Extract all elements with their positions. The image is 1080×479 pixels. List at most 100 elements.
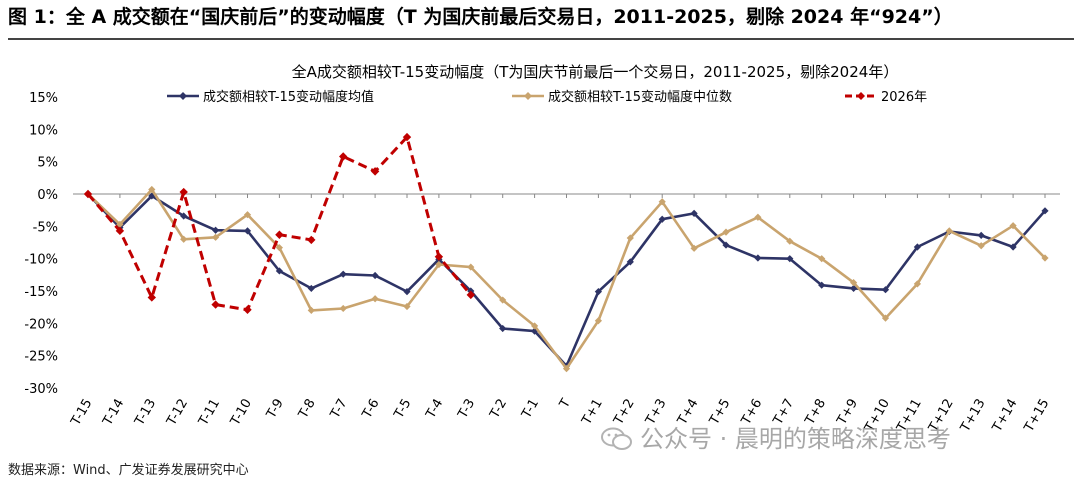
data-point xyxy=(115,226,125,236)
legend-marker xyxy=(524,92,532,100)
data-point xyxy=(211,300,220,309)
y-tick-label: 0% xyxy=(37,188,58,203)
x-tick-label: T+14 xyxy=(989,397,1020,436)
legend-marker xyxy=(179,92,187,100)
data-point xyxy=(1009,222,1017,230)
data-point xyxy=(913,243,921,251)
data-point xyxy=(658,198,666,206)
data-point xyxy=(275,230,284,239)
data-point xyxy=(275,244,283,252)
x-tick-label: T-11 xyxy=(196,397,223,430)
data-point xyxy=(466,290,475,300)
data-point xyxy=(690,209,698,217)
series-line xyxy=(87,193,1046,368)
x-tick-label: T-8 xyxy=(295,397,318,422)
x-tick-label: T+15 xyxy=(1021,397,1052,436)
chart-title: 全A成交额相较T-15变动幅度（T为国庆节前最后一个交易日，2011-2025，… xyxy=(292,63,899,81)
data-point xyxy=(531,327,539,335)
series-1 xyxy=(84,190,1049,370)
data-point xyxy=(977,231,985,239)
legend-item-1: 成交额相较T-15变动幅度均值 xyxy=(167,89,374,105)
y-tick-label: 15% xyxy=(29,91,58,106)
legend-item-2: 成交额相较T-15变动幅度中位数 xyxy=(512,89,732,105)
data-point xyxy=(212,226,220,234)
wechat-icon xyxy=(601,427,632,450)
plot-area xyxy=(83,132,1049,373)
x-tick-label: T-9 xyxy=(264,397,287,422)
x-tick-label: T-2 xyxy=(487,397,510,422)
x-tick-label: T-1 xyxy=(519,397,542,422)
watermark-text: 公众号 · 晨明的策略深度思考 xyxy=(640,425,951,453)
data-point xyxy=(1041,254,1049,262)
y-tick-label: 5% xyxy=(37,156,58,171)
data-point xyxy=(1009,243,1017,251)
data-point xyxy=(499,324,507,333)
data-point xyxy=(562,365,571,373)
data-point xyxy=(307,235,316,245)
data-point xyxy=(371,295,379,303)
y-tick-label: 10% xyxy=(29,123,58,138)
data-point xyxy=(307,306,315,314)
data-point xyxy=(147,293,156,302)
data-point xyxy=(339,270,347,278)
data-point xyxy=(212,233,220,241)
data-point xyxy=(658,215,666,223)
y-tick-label: -10% xyxy=(24,253,58,268)
data-point xyxy=(754,213,762,221)
data-point xyxy=(690,244,698,252)
x-tick-label: T-13 xyxy=(132,397,159,430)
data-point xyxy=(403,302,411,311)
data-point xyxy=(913,280,921,288)
y-tick-label: -30% xyxy=(24,382,58,397)
data-point xyxy=(243,305,252,314)
data-point xyxy=(786,237,794,245)
data-point xyxy=(403,288,411,296)
data-point xyxy=(180,235,188,243)
data-point xyxy=(339,304,347,313)
data-point xyxy=(945,227,953,235)
data-point xyxy=(371,271,379,280)
data-point xyxy=(626,258,634,266)
data-point xyxy=(180,212,188,220)
data-point xyxy=(339,152,348,161)
data-point xyxy=(626,234,634,242)
data-point xyxy=(370,167,380,176)
data-point xyxy=(594,288,602,296)
data-point xyxy=(722,228,730,236)
x-tick-label: T-6 xyxy=(359,397,382,422)
data-point xyxy=(594,317,602,325)
x-tick-label: T-12 xyxy=(164,397,191,430)
x-tick-label: T xyxy=(556,396,573,411)
data-point xyxy=(467,263,475,271)
chart-legend: 成交额相较T-15变动幅度均值 成交额相较T-15变动幅度中位数 2026年 xyxy=(167,89,927,105)
data-point xyxy=(754,254,762,262)
y-tick-label: -5% xyxy=(33,220,58,235)
legend-label: 成交额相较T-15变动幅度均值 xyxy=(203,89,374,105)
data-point xyxy=(116,220,124,228)
y-tick-label: -20% xyxy=(24,317,58,332)
x-tick-label: T-4 xyxy=(423,397,446,422)
data-point xyxy=(722,241,730,249)
y-tick-label: -15% xyxy=(24,285,58,300)
data-point xyxy=(850,278,858,287)
title-divider xyxy=(8,38,1074,40)
legend-label: 2026年 xyxy=(881,90,927,105)
data-point xyxy=(179,187,188,197)
data-point xyxy=(243,227,252,235)
x-tick-label: T-7 xyxy=(327,397,350,422)
data-point xyxy=(786,255,794,263)
x-tick-label: T+13 xyxy=(957,397,988,436)
data-point xyxy=(243,211,252,219)
data-point xyxy=(402,132,412,142)
data-point xyxy=(850,284,858,293)
x-tick-label: T-14 xyxy=(100,397,127,430)
data-point xyxy=(435,260,443,269)
data-point xyxy=(818,255,826,263)
data-point xyxy=(307,284,315,293)
watermark: 公众号 · 晨明的策略深度思考 xyxy=(600,419,951,454)
data-point xyxy=(275,267,283,275)
x-tick-label: T-5 xyxy=(391,397,414,422)
data-point xyxy=(531,322,539,330)
data-point xyxy=(977,242,985,250)
